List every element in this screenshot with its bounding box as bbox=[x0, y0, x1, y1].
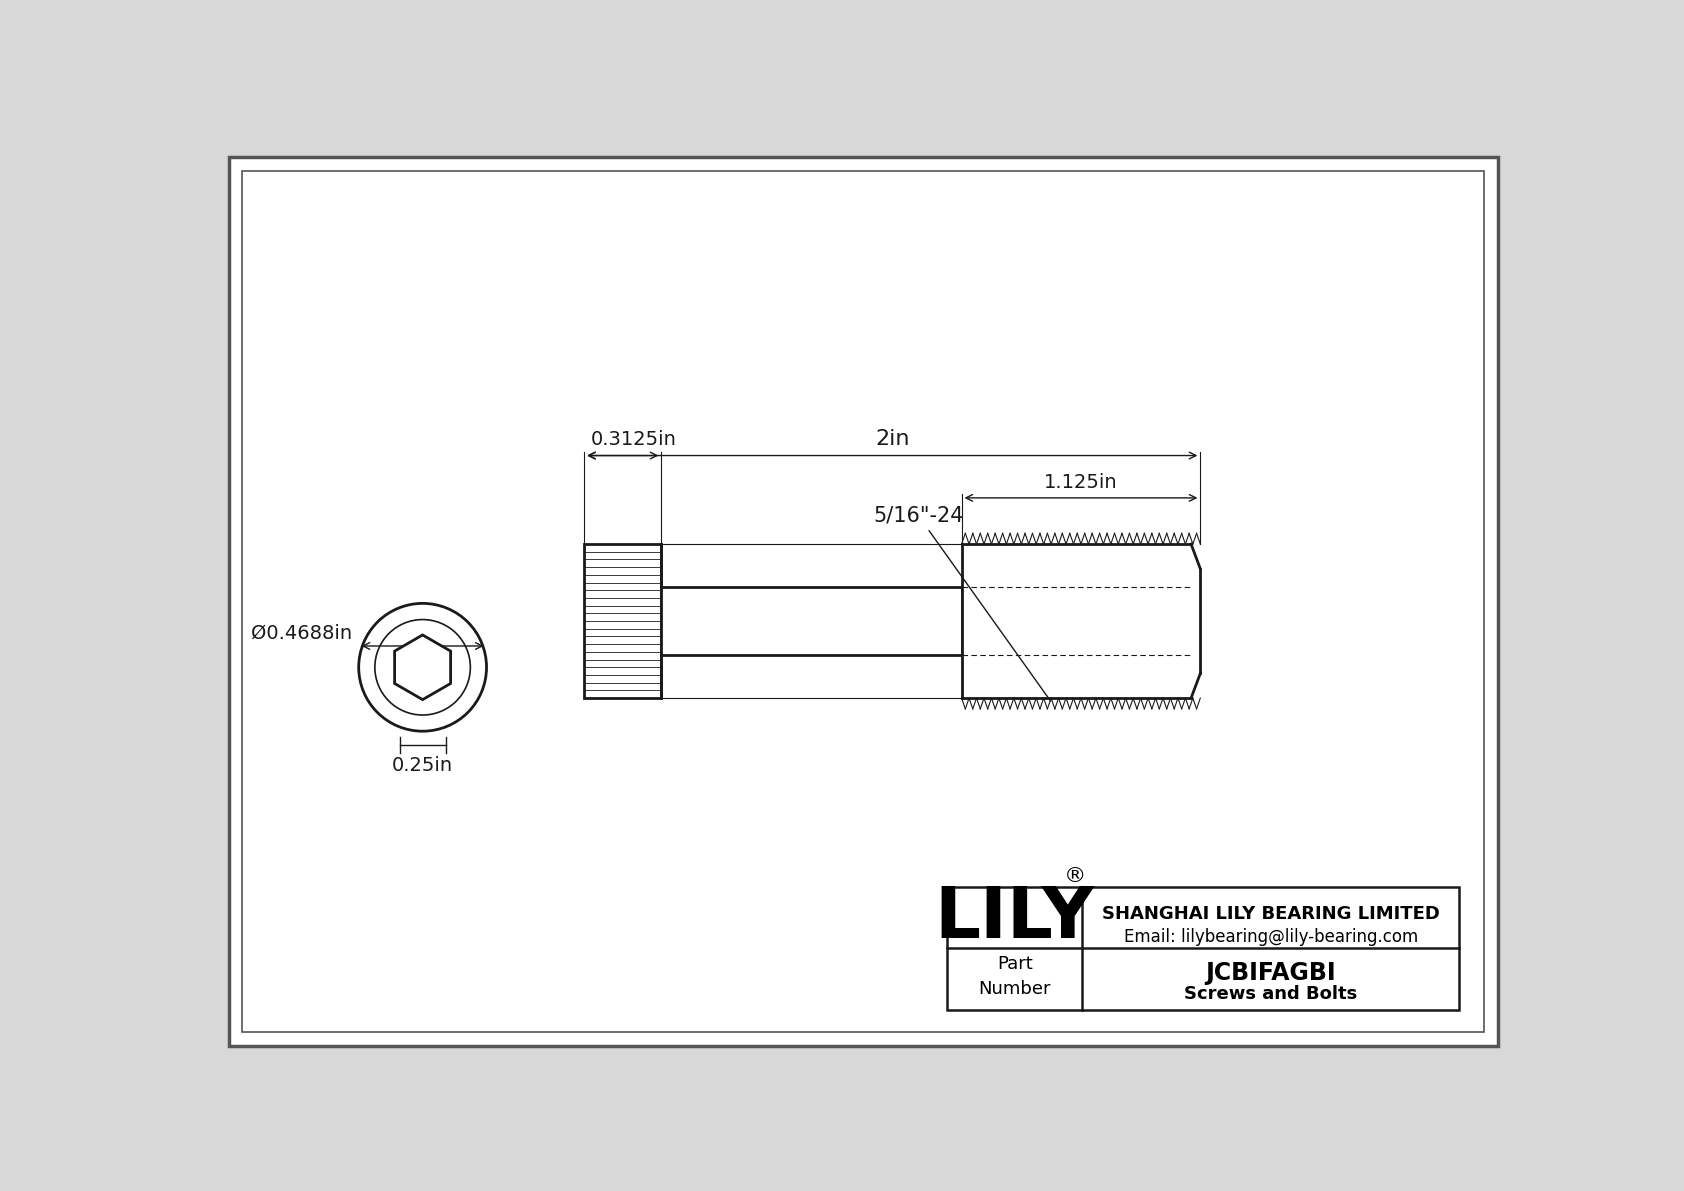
Bar bbox=[584, 544, 662, 698]
Text: Email: lilybearing@lily-bearing.com: Email: lilybearing@lily-bearing.com bbox=[1123, 928, 1418, 947]
Text: Part
Number: Part Number bbox=[978, 955, 1051, 998]
Text: Ø0.4688in: Ø0.4688in bbox=[251, 623, 352, 642]
Text: 2in: 2in bbox=[876, 430, 909, 449]
Text: ®: ® bbox=[1064, 866, 1086, 886]
Bar bbox=[962, 534, 1204, 709]
Text: JCBIFAGBI: JCBIFAGBI bbox=[1206, 961, 1335, 985]
Text: 0.25in: 0.25in bbox=[392, 756, 453, 775]
Text: SHANGHAI LILY BEARING LIMITED: SHANGHAI LILY BEARING LIMITED bbox=[1101, 905, 1440, 923]
Polygon shape bbox=[394, 635, 451, 699]
Bar bbox=[946, 887, 1458, 1010]
Text: 5/16"-24: 5/16"-24 bbox=[872, 506, 1051, 701]
Bar bbox=[662, 587, 962, 655]
Text: 1.125in: 1.125in bbox=[1044, 473, 1118, 492]
Circle shape bbox=[359, 604, 487, 731]
Text: 0.3125in: 0.3125in bbox=[591, 430, 677, 449]
Text: Screws and Bolts: Screws and Bolts bbox=[1184, 985, 1357, 1003]
Circle shape bbox=[376, 619, 470, 715]
Text: LILY: LILY bbox=[935, 884, 1095, 953]
